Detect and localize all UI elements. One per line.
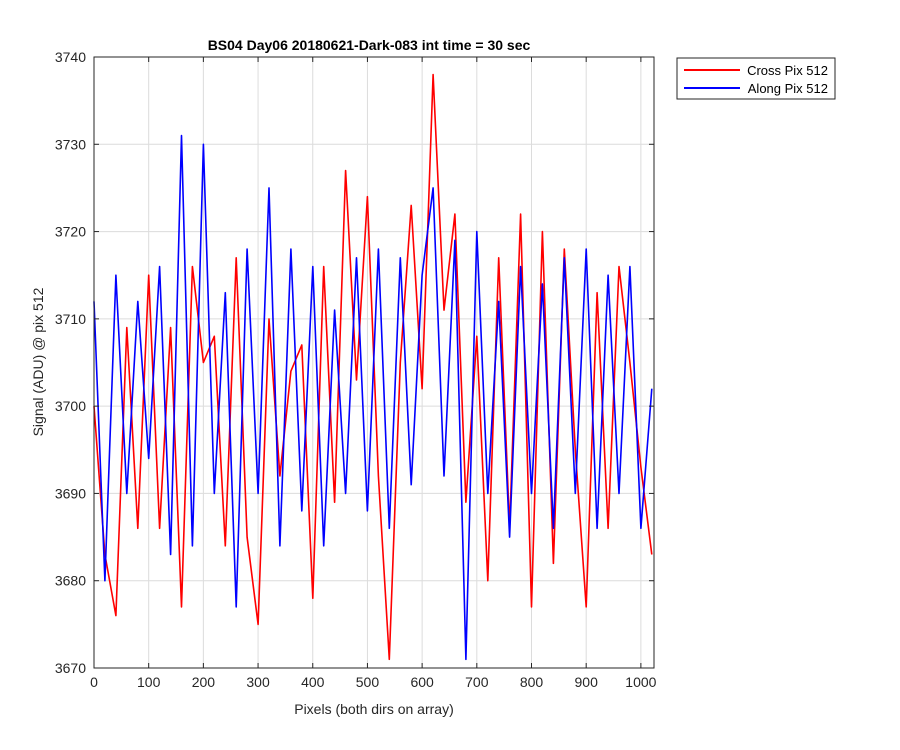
x-tick-label: 500 [356,674,380,690]
x-tick-label: 600 [410,674,434,690]
x-ticks: 0 100 200 300 400 500 600 700 800 900 1000 [90,57,657,690]
y-tick-label: 3700 [55,398,86,414]
y-tick-label: 3720 [55,224,86,240]
x-tick-label: 900 [575,674,599,690]
legend: Cross Pix 512 Along Pix 512 [676,57,836,100]
y-tick-label: 3680 [55,573,86,589]
y-tick-label: 3670 [55,660,86,676]
y-tick-label: 3740 [55,49,86,65]
series-line-along-pix-512 [93,134,653,661]
legend-label-cross: Cross Pix 512 [747,63,828,78]
y-axis-label: Signal (ADU) @ pix 512 [30,287,46,436]
legend-box [676,57,836,100]
x-tick-label: 1000 [625,674,656,690]
series-layer [93,73,653,661]
x-tick-label: 400 [301,674,325,690]
y-ticks: 3670 3680 3690 3700 3710 3720 3730 3740 [55,49,654,676]
x-axis-label: Pixels (both dirs on array) [294,701,454,717]
y-tick-label: 3690 [55,485,86,501]
x-tick-label: 300 [246,674,270,690]
x-tick-label: 0 [90,674,98,690]
y-tick-label: 3730 [55,136,86,152]
x-tick-label: 200 [192,674,216,690]
x-tick-label: 700 [465,674,489,690]
x-tick-label: 100 [137,674,161,690]
y-grid [94,143,654,582]
chart-title: BS04 Day06 20180621-Dark-083 int time = … [208,37,531,53]
legend-label-along: Along Pix 512 [748,81,828,96]
x-tick-label: 800 [520,674,544,690]
plot-frame [93,56,655,669]
y-tick-label: 3710 [55,311,86,327]
